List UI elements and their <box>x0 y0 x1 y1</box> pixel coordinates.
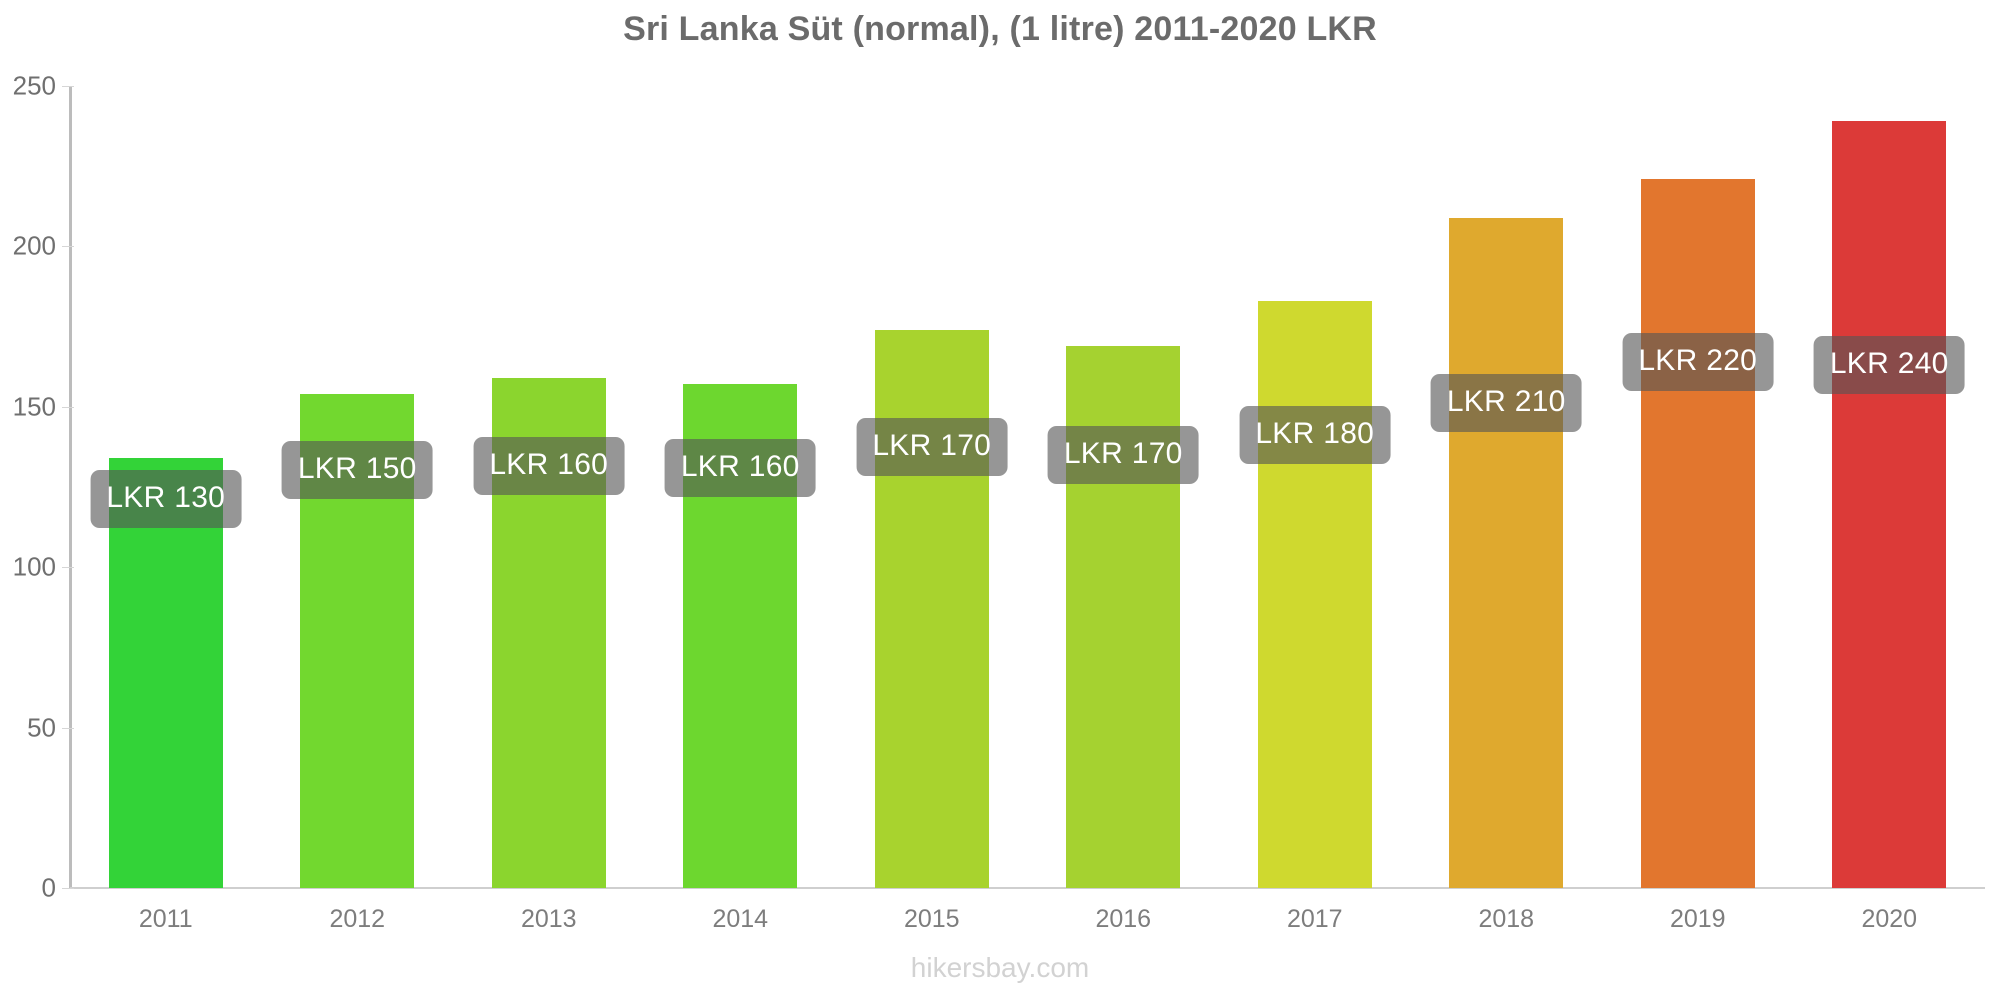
bar-value-label-2011: LKR 130 <box>90 470 242 528</box>
y-axis-tick-label: 250 <box>12 70 56 101</box>
y-axis-tick-mark <box>62 727 74 729</box>
bar-2018[interactable] <box>1449 217 1564 888</box>
x-axis-line <box>70 887 1985 889</box>
y-axis-tick-mark <box>62 888 74 889</box>
y-axis-tick-label: 100 <box>12 551 56 582</box>
x-axis-tick-label-2017: 2017 <box>1286 905 1343 933</box>
x-axis-tick-label-2019: 2019 <box>1669 905 1726 933</box>
chart-title: Sri Lanka Süt (normal), (1 litre) 2011-2… <box>623 10 1377 48</box>
x-axis-tick-label-2015: 2015 <box>903 905 960 933</box>
bar-2017[interactable] <box>1257 300 1372 888</box>
y-axis-tick-mark <box>62 246 74 248</box>
watermark: hikersbay.com <box>910 952 1090 983</box>
bar-2015[interactable] <box>874 329 989 888</box>
x-axis-tick-label-2016: 2016 <box>1095 905 1152 933</box>
y-axis-line <box>69 86 72 888</box>
bar-2020[interactable] <box>1832 121 1947 888</box>
bar-value-label-2019: LKR 220 <box>1622 333 1774 391</box>
bar-value-label-2020: LKR 240 <box>1813 336 1965 394</box>
bar-2019[interactable] <box>1640 179 1755 888</box>
x-axis-tick-label-2012: 2012 <box>329 905 386 933</box>
y-axis-tick-label: 0 <box>41 872 56 903</box>
bar-value-label-2012: LKR 150 <box>281 441 433 499</box>
bar-value-label-2013: LKR 160 <box>473 437 625 495</box>
y-axis-tick-mark <box>62 86 74 87</box>
x-axis-tick-label-2013: 2013 <box>520 905 577 933</box>
y-axis-tick-mark <box>62 567 74 569</box>
y-axis-tick-label: 200 <box>12 230 56 261</box>
y-axis-tick-label: 150 <box>12 391 56 422</box>
x-axis-tick-label-2020: 2020 <box>1861 905 1918 933</box>
y-axis-tick-label: 50 <box>27 712 56 743</box>
x-axis-tick-label-2011: 2011 <box>138 905 193 933</box>
x-axis-tick-label-2014: 2014 <box>712 905 769 933</box>
y-axis-tick-mark <box>62 406 74 408</box>
bar-value-label-2014: LKR 160 <box>664 439 816 497</box>
bar-value-label-2016: LKR 170 <box>1047 426 1199 484</box>
bar-value-label-2015: LKR 170 <box>856 418 1008 476</box>
bar-value-label-2018: LKR 210 <box>1430 374 1582 432</box>
bar-value-label-2017: LKR 180 <box>1239 406 1391 464</box>
bar-2011[interactable] <box>108 458 223 888</box>
x-axis-tick-label-2018: 2018 <box>1478 905 1535 933</box>
